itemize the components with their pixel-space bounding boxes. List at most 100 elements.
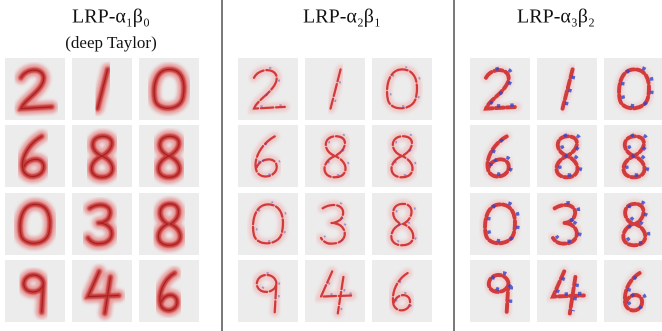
- relevance-map: [17, 268, 50, 319]
- relevance-map: [91, 63, 114, 115]
- relevance-map: [614, 64, 655, 113]
- relevance-edge: [23, 274, 44, 313]
- heatmap-tile: [139, 58, 199, 120]
- heatmap-tile: [470, 193, 530, 255]
- panel-title: LRP-α₃β₂: [517, 6, 595, 28]
- relevance-map: [16, 130, 50, 183]
- heatmap-tile: [72, 58, 132, 120]
- relevance-positive: [252, 69, 286, 110]
- relevance-map: [326, 64, 346, 114]
- relevance-edge: [20, 69, 52, 110]
- relevance-map: [484, 270, 514, 317]
- relevance-map: [247, 65, 290, 114]
- heatmap-tile: [72, 260, 132, 322]
- relevance-map: [81, 198, 118, 250]
- heatmap-tile: [139, 125, 199, 187]
- relevance-map: [81, 265, 125, 320]
- heatmap-tile: [470, 125, 530, 187]
- relevance-positive: [617, 67, 651, 111]
- heatmap-tile: [537, 193, 597, 255]
- relevance-map: [85, 130, 119, 184]
- heatmap-tile: [139, 260, 199, 322]
- relevance-map: [388, 268, 415, 315]
- relevance-positive: [329, 68, 342, 110]
- heatmap-tile: [604, 125, 662, 187]
- heatmap-tile: [305, 125, 365, 187]
- relevance-edge: [153, 68, 185, 109]
- heatmap-tile: [5, 193, 65, 255]
- heatmap-tile: [604, 58, 662, 120]
- relevance-edge: [87, 204, 113, 245]
- heatmap-tile: [537, 260, 597, 322]
- relevance-map: [479, 65, 522, 114]
- heatmap-tile: [305, 58, 365, 120]
- relevance-map: [320, 131, 350, 182]
- relevance-map: [313, 266, 357, 318]
- heatmap-tile: [5, 125, 65, 187]
- heatmap-tile: [305, 193, 365, 255]
- relevance-map: [558, 64, 578, 114]
- relevance-map: [248, 199, 288, 248]
- relevance-edge: [159, 272, 178, 311]
- relevance-positive: [621, 201, 648, 248]
- relevance-edge: [22, 135, 45, 178]
- heatmap-tile: [72, 125, 132, 187]
- heatmap-tile: [372, 193, 432, 255]
- heatmap-tile: [5, 260, 65, 322]
- heatmap-tile: [604, 260, 662, 322]
- relevance-map: [545, 266, 589, 318]
- relevance-positive: [251, 203, 285, 245]
- relevance-positive: [549, 269, 586, 316]
- relevance-positive: [319, 270, 353, 315]
- relevance-positive: [485, 134, 511, 179]
- heatmap-tile: [305, 260, 365, 322]
- heatmap-tile: [604, 193, 662, 255]
- heatmap-tile: [238, 58, 298, 120]
- relevance-positive: [255, 273, 278, 314]
- relevance-edge: [157, 135, 181, 178]
- relevance-positive: [319, 203, 346, 245]
- heatmap-tile: [5, 58, 65, 120]
- relevance-edge: [96, 69, 109, 109]
- relevance-negative: [486, 66, 521, 109]
- relevance-map: [387, 131, 417, 182]
- relevance-map: [13, 198, 57, 250]
- panel-title: LRP-α₂β₁: [303, 6, 381, 28]
- relevance-negative: [395, 270, 415, 309]
- relevance-negative: [490, 271, 514, 311]
- relevance-map: [147, 63, 191, 115]
- relevance-map: [382, 64, 422, 113]
- relevance-map: [251, 131, 282, 181]
- heatmap-tile: [372, 125, 432, 187]
- relevance-map: [152, 197, 187, 252]
- relevance-map: [548, 200, 582, 249]
- relevance-edge: [90, 135, 114, 178]
- heatmap-grid: [5, 58, 662, 322]
- relevance-negative: [554, 201, 582, 244]
- heatmap-tile: [470, 58, 530, 120]
- heatmap-tile: [238, 125, 298, 187]
- relevance-positive: [560, 67, 575, 111]
- heatmap-tile: [470, 260, 530, 322]
- relevance-positive: [483, 68, 519, 111]
- heatmap-tile: [139, 193, 199, 255]
- relevance-map: [619, 131, 650, 182]
- relevance-map: [618, 199, 651, 250]
- heatmap-tile: [372, 260, 432, 322]
- relevance-negative: [626, 269, 647, 310]
- relevance-positive: [254, 135, 278, 178]
- panel-title: LRP-α₁β₀: [72, 6, 150, 28]
- heatmap-tile: [238, 260, 298, 322]
- heatmap-tile: [238, 193, 298, 255]
- relevance-map: [153, 266, 184, 317]
- relevance-edge: [19, 203, 51, 244]
- heatmap-tile: [372, 58, 432, 120]
- relevance-positive: [551, 203, 579, 246]
- relevance-map: [316, 200, 350, 249]
- relevance-map: [480, 199, 521, 248]
- relevance-positive: [323, 135, 347, 179]
- relevance-map: [14, 64, 58, 115]
- relevance-negative: [489, 132, 514, 176]
